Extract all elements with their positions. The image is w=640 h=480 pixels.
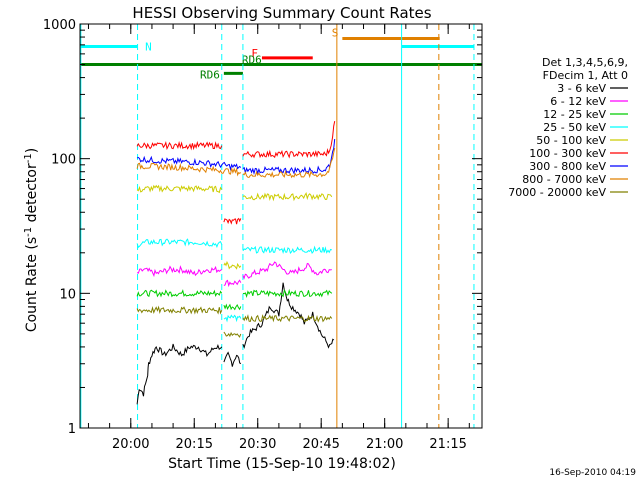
legend-label-6: 300 - 800 keV xyxy=(529,160,606,173)
y-axis-ticks: 1 10 100 1000 xyxy=(43,18,482,437)
x-tick-label-5: 21:15 xyxy=(429,437,466,452)
series-line-5-0 xyxy=(136,140,223,151)
y-tick-label-2: 100 xyxy=(51,153,76,168)
series-line-7-1 xyxy=(242,147,336,179)
legend: Det 1,3,4,5,6,9,FDecim 1, Att 03 - 6 keV… xyxy=(508,56,628,199)
series-line-4-1 xyxy=(223,260,242,270)
legend-label-1: 6 - 12 keV xyxy=(550,95,606,108)
legend-label-0: 3 - 6 keV xyxy=(557,82,606,95)
chart-title: HESSI Observing Summary Count Rates xyxy=(132,4,431,22)
series-line-5-2 xyxy=(242,121,336,159)
y-tick-label-0: 1 xyxy=(68,422,76,437)
x-tick-label-1: 20:15 xyxy=(176,437,213,452)
legend-header-1: FDecim 1, Att 0 xyxy=(543,69,628,82)
series-line-8-0 xyxy=(136,305,223,315)
vertical-marker-lines xyxy=(80,24,475,428)
series-line-7-0 xyxy=(136,162,242,177)
flag-label-4: RD6 xyxy=(200,68,220,81)
svg-text:Count Rate (s-1 detector-1): Count Rate (s-1 detector-1) xyxy=(23,148,40,332)
series-line-0-1 xyxy=(223,351,242,367)
series-lines xyxy=(136,121,336,405)
axes-box xyxy=(79,23,483,429)
series-line-3-2 xyxy=(242,245,332,255)
x-tick-label-4: 21:00 xyxy=(366,437,403,452)
series-line-2-0 xyxy=(136,289,223,298)
flag-label-3: F xyxy=(251,47,258,60)
x-axis-label: Start Time (15-Sep-10 19:48:02) xyxy=(168,456,396,472)
legend-label-3: 25 - 50 keV xyxy=(543,121,606,134)
series-line-2-2 xyxy=(242,288,333,298)
series-line-4-0 xyxy=(136,184,223,194)
series-line-5-1 xyxy=(223,217,242,225)
legend-label-8: 7000 - 20000 keV xyxy=(508,186,606,199)
x-tick-label-2: 20:30 xyxy=(239,437,276,452)
series-line-2-1 xyxy=(223,303,242,311)
legend-label-5: 100 - 300 keV xyxy=(529,147,606,160)
series-line-1-0 xyxy=(136,265,223,278)
series-line-8-2 xyxy=(242,314,333,323)
series-line-1-1 xyxy=(223,279,242,288)
flag-label-2: S xyxy=(332,27,339,40)
x-tick-label-0: 20:00 xyxy=(112,437,149,452)
series-line-0-0 xyxy=(136,343,223,405)
legend-label-7: 800 - 7000 keV xyxy=(522,173,606,186)
x-axis-ticks: 20:00 20:15 20:30 20:45 21:00 21:15 xyxy=(87,24,470,452)
series-line-8-1 xyxy=(223,331,242,338)
plot-frame xyxy=(79,23,483,429)
series-line-1-2 xyxy=(242,261,332,280)
footer-date: 16-Sep-2010 04:19 xyxy=(549,468,636,478)
series-line-6-0 xyxy=(136,155,242,172)
series-line-0-2 xyxy=(242,282,335,349)
series-line-4-2 xyxy=(242,192,333,202)
x-tick-label-3: 20:45 xyxy=(302,437,339,452)
series-line-3-1 xyxy=(223,314,242,323)
y-tick-label-1: 10 xyxy=(59,287,76,302)
legend-header-0: Det 1,3,4,5,6,9, xyxy=(542,56,628,69)
y-axis-label: Count Rate (s-1 detector-1) xyxy=(23,148,40,332)
flag-label-5: RD6 xyxy=(242,54,262,67)
flag-label-0: N xyxy=(145,41,152,54)
series-line-3-0 xyxy=(136,238,223,249)
legend-label-4: 50 - 100 keV xyxy=(536,134,606,147)
legend-label-2: 12 - 25 keV xyxy=(543,108,606,121)
y-tick-label-3: 1000 xyxy=(43,18,76,33)
series-line-6-1 xyxy=(242,138,336,176)
